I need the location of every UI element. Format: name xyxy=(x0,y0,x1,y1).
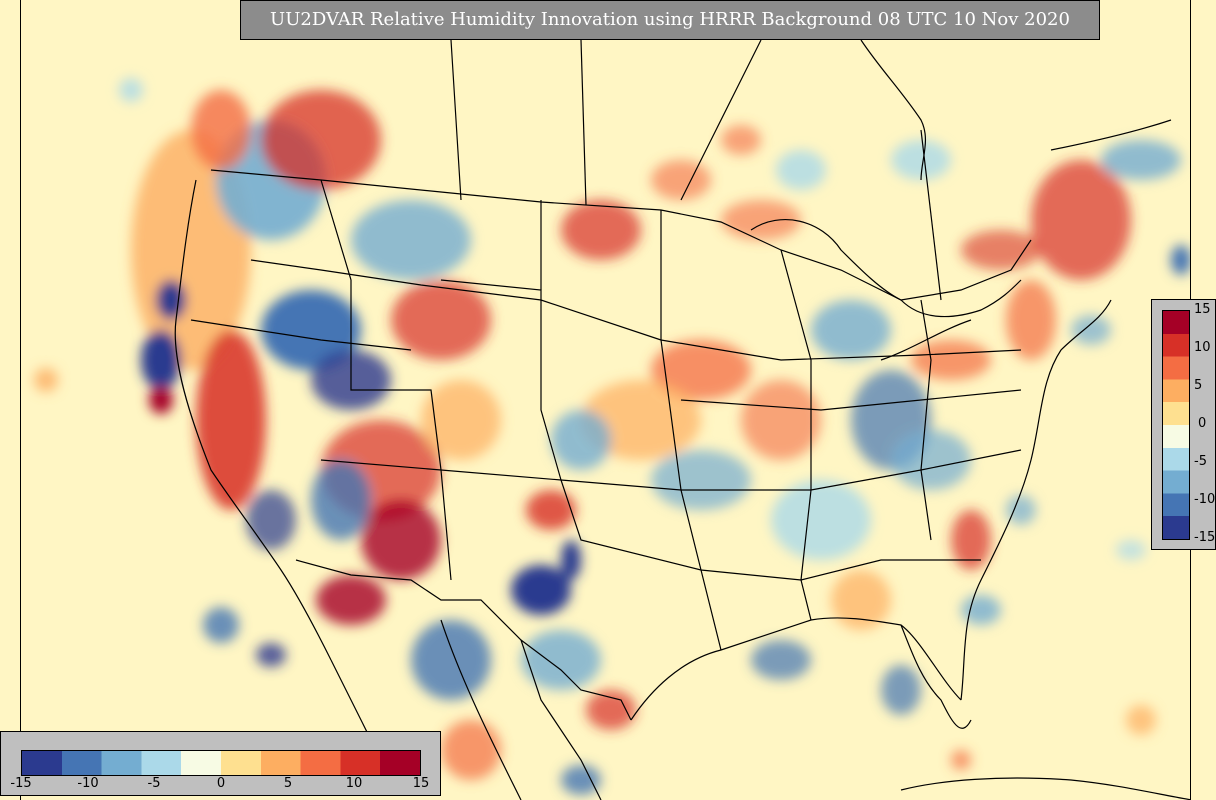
colorbar-tick: 15 xyxy=(412,776,430,791)
colorbar-tick: -10 xyxy=(1194,492,1216,507)
colorbar-tick: 15 xyxy=(1194,302,1211,317)
colorbar-vertical-gradient xyxy=(1162,310,1190,540)
humidity-innovation-map xyxy=(21,0,1190,800)
innovation-field xyxy=(34,78,1190,795)
colorbar-tick: -5 xyxy=(147,776,161,791)
colorbar-tick: -10 xyxy=(77,776,99,791)
colorbar-horizontal-gradient xyxy=(21,750,421,776)
colorbar-horizontal: -15 -10 -5 0 5 10 15 xyxy=(0,731,441,796)
colorbar-tick: 10 xyxy=(345,776,363,791)
colorbar-vertical: 15 10 5 0 -5 -10 -15 xyxy=(1151,299,1216,550)
map-title: UU2DVAR Relative Humidity Innovation usi… xyxy=(240,0,1100,40)
colorbar-tick: -5 xyxy=(1194,454,1207,469)
colorbar-tick: 5 xyxy=(283,776,293,791)
colorbar-tick: 5 xyxy=(1194,378,1203,393)
colorbar-tick: 0 xyxy=(1198,416,1207,431)
colorbar-tick: -15 xyxy=(1194,530,1216,545)
colorbar-tick: -15 xyxy=(10,776,32,791)
map-borders xyxy=(174,39,1190,800)
colorbar-tick: 0 xyxy=(216,776,226,791)
map-area[interactable] xyxy=(20,0,1191,800)
colorbar-tick: 10 xyxy=(1194,340,1211,355)
